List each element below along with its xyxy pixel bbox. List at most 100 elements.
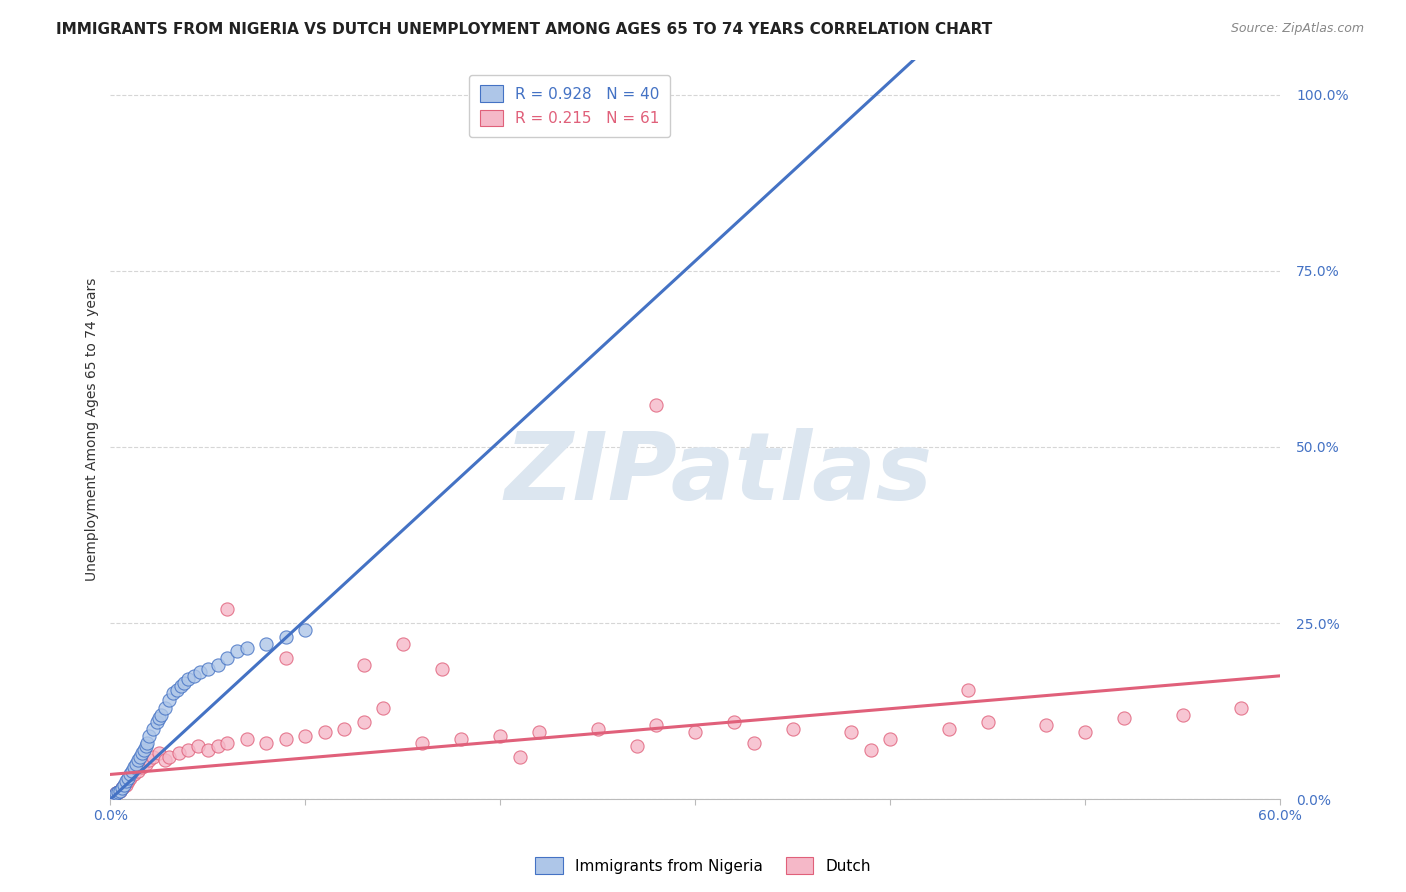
Point	[1171, 707, 1194, 722]
Point	[169, 679, 191, 693]
Point	[197, 662, 219, 676]
Point	[489, 729, 512, 743]
Point	[197, 743, 219, 757]
Point	[187, 739, 209, 754]
Point	[188, 665, 211, 680]
Point	[107, 785, 129, 799]
Text: ZIPatlas: ZIPatlas	[505, 427, 932, 520]
Point	[294, 623, 316, 637]
Point	[226, 644, 249, 658]
Point	[217, 602, 239, 616]
Point	[146, 714, 169, 729]
Point	[529, 725, 551, 739]
Point	[294, 729, 316, 743]
Point	[153, 700, 176, 714]
Point	[105, 786, 128, 800]
Point	[274, 630, 297, 644]
Point	[430, 662, 453, 676]
Point	[938, 722, 960, 736]
Point	[274, 732, 297, 747]
Point	[353, 714, 375, 729]
Point	[148, 711, 170, 725]
Point	[115, 778, 138, 792]
Point	[142, 749, 165, 764]
Legend: Immigrants from Nigeria, Dutch: Immigrants from Nigeria, Dutch	[529, 851, 877, 880]
Point	[183, 669, 205, 683]
Point	[103, 789, 125, 803]
Point	[1230, 700, 1253, 714]
Point	[125, 756, 148, 771]
Point	[103, 789, 125, 803]
Point	[111, 781, 134, 796]
Point	[411, 736, 433, 750]
Point	[157, 693, 180, 707]
Point	[167, 746, 190, 760]
Point	[173, 676, 195, 690]
Point	[859, 743, 882, 757]
Point	[150, 707, 173, 722]
Point	[839, 725, 862, 739]
Point	[108, 783, 131, 797]
Point	[118, 771, 141, 785]
Point	[162, 686, 184, 700]
Point	[166, 682, 188, 697]
Point	[128, 749, 150, 764]
Point	[314, 725, 336, 739]
Point	[132, 743, 155, 757]
Point	[177, 673, 200, 687]
Point	[645, 718, 668, 732]
Point	[107, 785, 129, 799]
Point	[117, 774, 139, 789]
Point	[1114, 711, 1136, 725]
Point	[153, 753, 176, 767]
Legend: R = 0.928   N = 40, R = 0.215   N = 61: R = 0.928 N = 40, R = 0.215 N = 61	[470, 75, 669, 137]
Point	[118, 767, 141, 781]
Point	[392, 637, 415, 651]
Point	[977, 714, 1000, 729]
Point	[723, 714, 745, 729]
Point	[138, 753, 160, 767]
Point	[138, 729, 160, 743]
Point	[333, 722, 356, 736]
Point	[254, 736, 277, 750]
Point	[236, 732, 259, 747]
Point	[217, 651, 239, 665]
Point	[742, 736, 765, 750]
Point	[148, 746, 170, 760]
Point	[957, 682, 980, 697]
Point	[879, 732, 901, 747]
Point	[177, 743, 200, 757]
Point	[509, 749, 531, 764]
Y-axis label: Unemployment Among Ages 65 to 74 years: Unemployment Among Ages 65 to 74 years	[86, 277, 100, 581]
Point	[134, 739, 156, 754]
Point	[105, 786, 128, 800]
Point	[274, 651, 297, 665]
Point	[122, 760, 145, 774]
Point	[353, 658, 375, 673]
Point	[131, 760, 153, 774]
Point	[121, 764, 143, 778]
Point	[236, 640, 259, 655]
Point	[127, 764, 149, 778]
Point	[586, 722, 609, 736]
Point	[1074, 725, 1097, 739]
Point	[685, 725, 707, 739]
Point	[134, 756, 156, 771]
Point	[217, 736, 239, 750]
Point	[157, 749, 180, 764]
Point	[108, 783, 131, 797]
Point	[207, 658, 229, 673]
Point	[1035, 718, 1057, 732]
Text: Source: ZipAtlas.com: Source: ZipAtlas.com	[1230, 22, 1364, 36]
Point	[127, 753, 149, 767]
Point	[207, 739, 229, 754]
Point	[112, 780, 135, 794]
Point	[450, 732, 472, 747]
Text: IMMIGRANTS FROM NIGERIA VS DUTCH UNEMPLOYMENT AMONG AGES 65 TO 74 YEARS CORRELAT: IMMIGRANTS FROM NIGERIA VS DUTCH UNEMPLO…	[56, 22, 993, 37]
Point	[626, 739, 648, 754]
Point	[115, 774, 138, 789]
Point	[142, 722, 165, 736]
Point	[373, 700, 395, 714]
Point	[645, 398, 668, 412]
Point	[254, 637, 277, 651]
